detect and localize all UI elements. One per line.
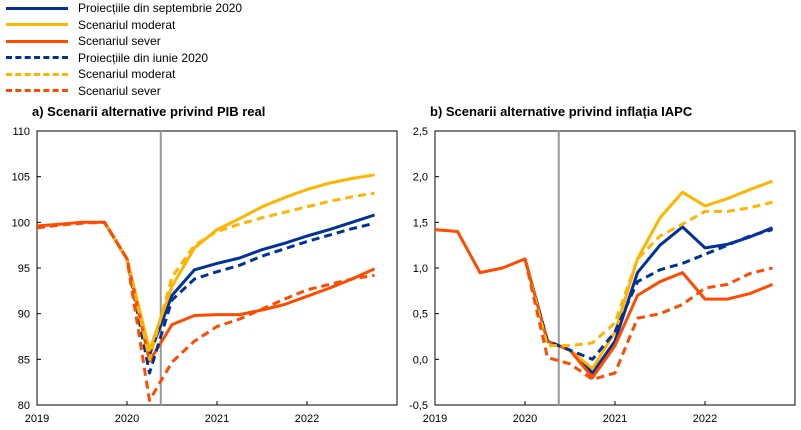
y-tick-label: 2,5 xyxy=(413,126,428,138)
x-tick-label: 2020 xyxy=(513,413,537,425)
legend-label: Proiecțiile din septembrie 2020 xyxy=(78,1,243,16)
chart-legend: Proiecțiile din septembrie 2020 Scenariul… xyxy=(6,0,306,99)
y-tick-label: 105 xyxy=(12,172,30,184)
series-line xyxy=(103,221,375,375)
legend-item: Proiecțiile din iunie 2020 xyxy=(6,50,306,67)
legend-label: Scenariul sever xyxy=(78,34,161,49)
y-tick-label: 80 xyxy=(18,400,30,412)
x-tick-label: 2021 xyxy=(205,413,229,425)
x-tick-label: 2022 xyxy=(693,413,717,425)
legend-swatch xyxy=(6,39,68,43)
y-tick-label: 2,0 xyxy=(413,172,428,184)
legend-item: Scenariul moderat xyxy=(6,66,306,83)
y-tick-label: 1,0 xyxy=(413,263,428,275)
legend-label: Scenariul sever xyxy=(78,83,161,98)
y-tick-label: 95 xyxy=(18,263,30,275)
y-tick-label: -0,5 xyxy=(409,400,428,412)
legend-label: Scenariul moderat xyxy=(78,17,176,32)
series-line xyxy=(36,220,375,402)
y-tick-label: 110 xyxy=(12,126,30,138)
x-tick-label: 2021 xyxy=(603,413,627,425)
y-tick-label: 0,5 xyxy=(413,309,428,321)
series-line xyxy=(434,228,774,380)
x-tick-label: 2022 xyxy=(295,413,319,425)
legend-swatch xyxy=(6,89,68,93)
legend-item: Proiecțiile din septembrie 2020 xyxy=(6,0,306,17)
legend-label: Scenariul moderat xyxy=(78,67,176,82)
y-tick-label: 90 xyxy=(18,309,30,321)
legend-item: Scenariul sever xyxy=(6,33,306,50)
x-tick-label: 2020 xyxy=(115,413,139,425)
series-line xyxy=(523,228,773,361)
legend-item: Scenariul moderat xyxy=(6,17,306,34)
legend-swatch xyxy=(6,23,68,27)
y-tick-label: 1,5 xyxy=(413,217,428,229)
legend-item: Scenariul sever xyxy=(6,83,306,100)
panel-b-title: b) Scenarii alternative privind inflația… xyxy=(430,104,693,119)
series-line xyxy=(103,191,375,361)
legend-swatch xyxy=(6,56,68,60)
series-line xyxy=(36,220,376,363)
legend-swatch xyxy=(6,72,68,76)
legend-label: Proiecțiile din iunie 2020 xyxy=(78,50,209,65)
plot-frame xyxy=(434,130,796,406)
x-tick-label: 2019 xyxy=(423,413,447,425)
legend-swatch xyxy=(6,6,68,10)
plot-frame xyxy=(36,130,398,406)
series-line xyxy=(103,173,375,352)
series-line xyxy=(523,200,773,348)
y-tick-label: 100 xyxy=(12,217,30,229)
panel-a-title: a) Scenarii alternative privind PIB real xyxy=(32,104,266,119)
y-tick-label: 0,0 xyxy=(413,354,428,366)
series-line xyxy=(523,258,773,381)
x-tick-label: 2019 xyxy=(25,413,49,425)
y-tick-label: 85 xyxy=(18,354,30,366)
